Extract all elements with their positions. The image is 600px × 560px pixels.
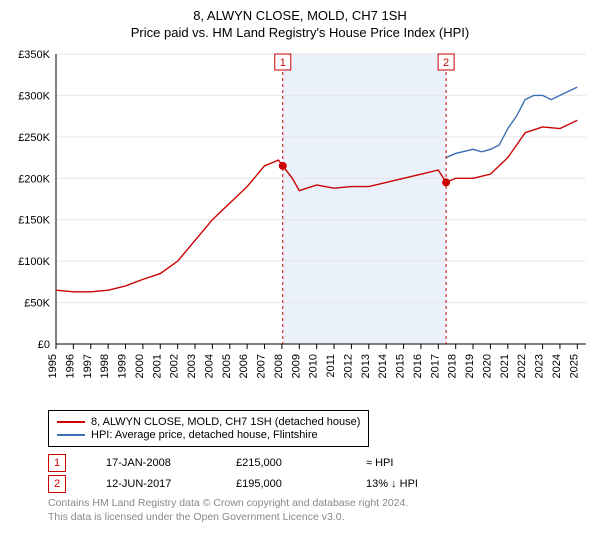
svg-text:2: 2	[443, 57, 449, 69]
footnote: Contains HM Land Registry data © Crown c…	[48, 497, 592, 524]
svg-text:2001: 2001	[151, 354, 163, 378]
price-chart: £0 £50K £100K £150K £200K £250K £300K £350K 1995…	[8, 44, 592, 404]
legend-swatch	[57, 434, 85, 436]
marker-price: £215,000	[236, 457, 326, 469]
title-subtitle: Price paid vs. HM Land Registry's House …	[8, 25, 592, 40]
svg-text:2016: 2016	[412, 354, 424, 378]
marker-price: £195,000	[236, 478, 326, 490]
svg-text:2008: 2008	[273, 354, 285, 378]
svg-text:2006: 2006	[238, 354, 250, 378]
svg-text:2002: 2002	[169, 354, 181, 378]
svg-text:2009: 2009	[290, 354, 302, 378]
svg-text:2010: 2010	[308, 354, 320, 378]
marker-date: 12-JUN-2017	[106, 478, 196, 490]
svg-text:1: 1	[280, 57, 286, 69]
svg-text:1995: 1995	[47, 354, 59, 378]
svg-text:1996: 1996	[64, 354, 76, 378]
svg-text:2023: 2023	[534, 354, 546, 378]
svg-text:2019: 2019	[464, 354, 476, 378]
svg-text:2020: 2020	[481, 354, 493, 378]
legend-item: 8, ALWYN CLOSE, MOLD, CH7 1SH (detached …	[57, 416, 360, 428]
legend: 8, ALWYN CLOSE, MOLD, CH7 1SH (detached …	[48, 410, 369, 447]
svg-text:£200K: £200K	[18, 173, 50, 185]
svg-text:£150K: £150K	[18, 215, 50, 227]
marker-badge: 1	[48, 454, 66, 472]
legend-swatch	[57, 421, 85, 423]
marker-table: 1 17-JAN-2008 £215,000 ≈ HPI 2 12-JUN-2017 £19…	[48, 454, 592, 493]
marker-date: 17-JAN-2008	[106, 457, 196, 469]
svg-text:2015: 2015	[395, 354, 407, 378]
svg-text:2022: 2022	[516, 354, 528, 378]
svg-text:2011: 2011	[325, 354, 337, 378]
svg-text:2017: 2017	[429, 354, 441, 378]
svg-text:£100K: £100K	[18, 256, 50, 268]
svg-text:2012: 2012	[342, 354, 354, 378]
svg-text:£0: £0	[38, 339, 50, 351]
footnote-line1: Contains HM Land Registry data © Crown c…	[48, 497, 592, 511]
svg-text:2025: 2025	[568, 354, 580, 378]
svg-text:£50K: £50K	[24, 298, 50, 310]
svg-text:2024: 2024	[551, 354, 563, 378]
svg-text:2013: 2013	[360, 354, 372, 378]
title-address: 8, ALWYN CLOSE, MOLD, CH7 1SH	[8, 8, 592, 23]
svg-text:2004: 2004	[203, 354, 215, 378]
svg-text:2007: 2007	[256, 354, 268, 378]
marker-row: 1 17-JAN-2008 £215,000 ≈ HPI	[48, 454, 592, 472]
legend-label: 8, ALWYN CLOSE, MOLD, CH7 1SH (detached …	[91, 416, 360, 428]
svg-text:1997: 1997	[82, 354, 94, 378]
svg-text:2003: 2003	[186, 354, 198, 378]
svg-text:2018: 2018	[447, 354, 459, 378]
footnote-line2: This data is licensed under the Open Gov…	[48, 511, 592, 525]
legend-label: HPI: Average price, detached house, Flin…	[91, 429, 318, 441]
svg-text:2005: 2005	[221, 354, 233, 378]
chart-title-block: 8, ALWYN CLOSE, MOLD, CH7 1SH Price paid…	[8, 8, 592, 40]
svg-text:£350K: £350K	[18, 49, 50, 61]
svg-text:£250K: £250K	[18, 132, 50, 144]
svg-text:1998: 1998	[99, 354, 111, 378]
svg-text:2021: 2021	[499, 354, 511, 378]
marker-row: 2 12-JUN-2017 £195,000 13% ↓ HPI	[48, 475, 592, 493]
svg-text:£300K: £300K	[18, 90, 50, 102]
chart-svg: £0 £50K £100K £150K £200K £250K £300K £350K 1995…	[8, 44, 592, 404]
svg-text:2000: 2000	[134, 354, 146, 378]
marker-badge: 2	[48, 475, 66, 493]
marker-delta: 13% ↓ HPI	[366, 478, 456, 490]
legend-item: HPI: Average price, detached house, Flin…	[57, 429, 360, 441]
marker-delta: ≈ HPI	[366, 457, 456, 469]
svg-text:1999: 1999	[117, 354, 129, 378]
svg-text:2014: 2014	[377, 354, 389, 378]
